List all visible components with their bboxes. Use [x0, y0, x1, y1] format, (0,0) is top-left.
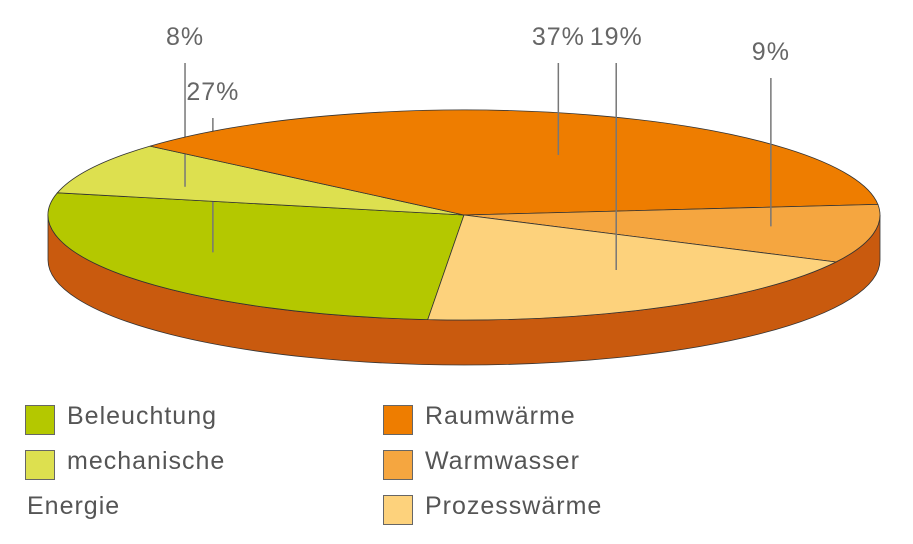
pie-slice — [463, 203, 881, 263]
legend-swatch — [383, 450, 413, 480]
legend-swatch — [25, 405, 55, 435]
legend-label: mechanische Energie — [27, 447, 226, 520]
value-label: 37% — [532, 23, 585, 51]
legend-label: Prozesswärme — [425, 492, 603, 520]
value-label: 19% — [590, 23, 643, 51]
legend-swatch — [383, 405, 413, 435]
legend-item: Warmwasser — [383, 447, 625, 484]
legend-swatch — [25, 450, 55, 480]
value-label: 8% — [166, 23, 204, 51]
value-label: 27% — [186, 78, 239, 106]
pie-slice — [47, 192, 465, 321]
pie-slice — [149, 109, 879, 216]
legend-item: Prozesswärme — [383, 492, 625, 529]
legend-label: Warmwasser — [425, 447, 580, 475]
legend-item: Beleuchtung — [25, 402, 267, 439]
legend-item: Raumwärme — [383, 402, 625, 439]
legend-item: mechanische Energie — [25, 447, 227, 529]
legend-label: Raumwärme — [425, 402, 576, 430]
pie-area: 27% 8% 37% 9% 19% — [47, 23, 881, 366]
legend-label: Beleuchtung — [67, 402, 218, 430]
pie-slice — [56, 145, 465, 216]
value-label: 9% — [752, 38, 790, 66]
pie-slice — [427, 214, 838, 321]
legend-swatch — [383, 495, 413, 525]
